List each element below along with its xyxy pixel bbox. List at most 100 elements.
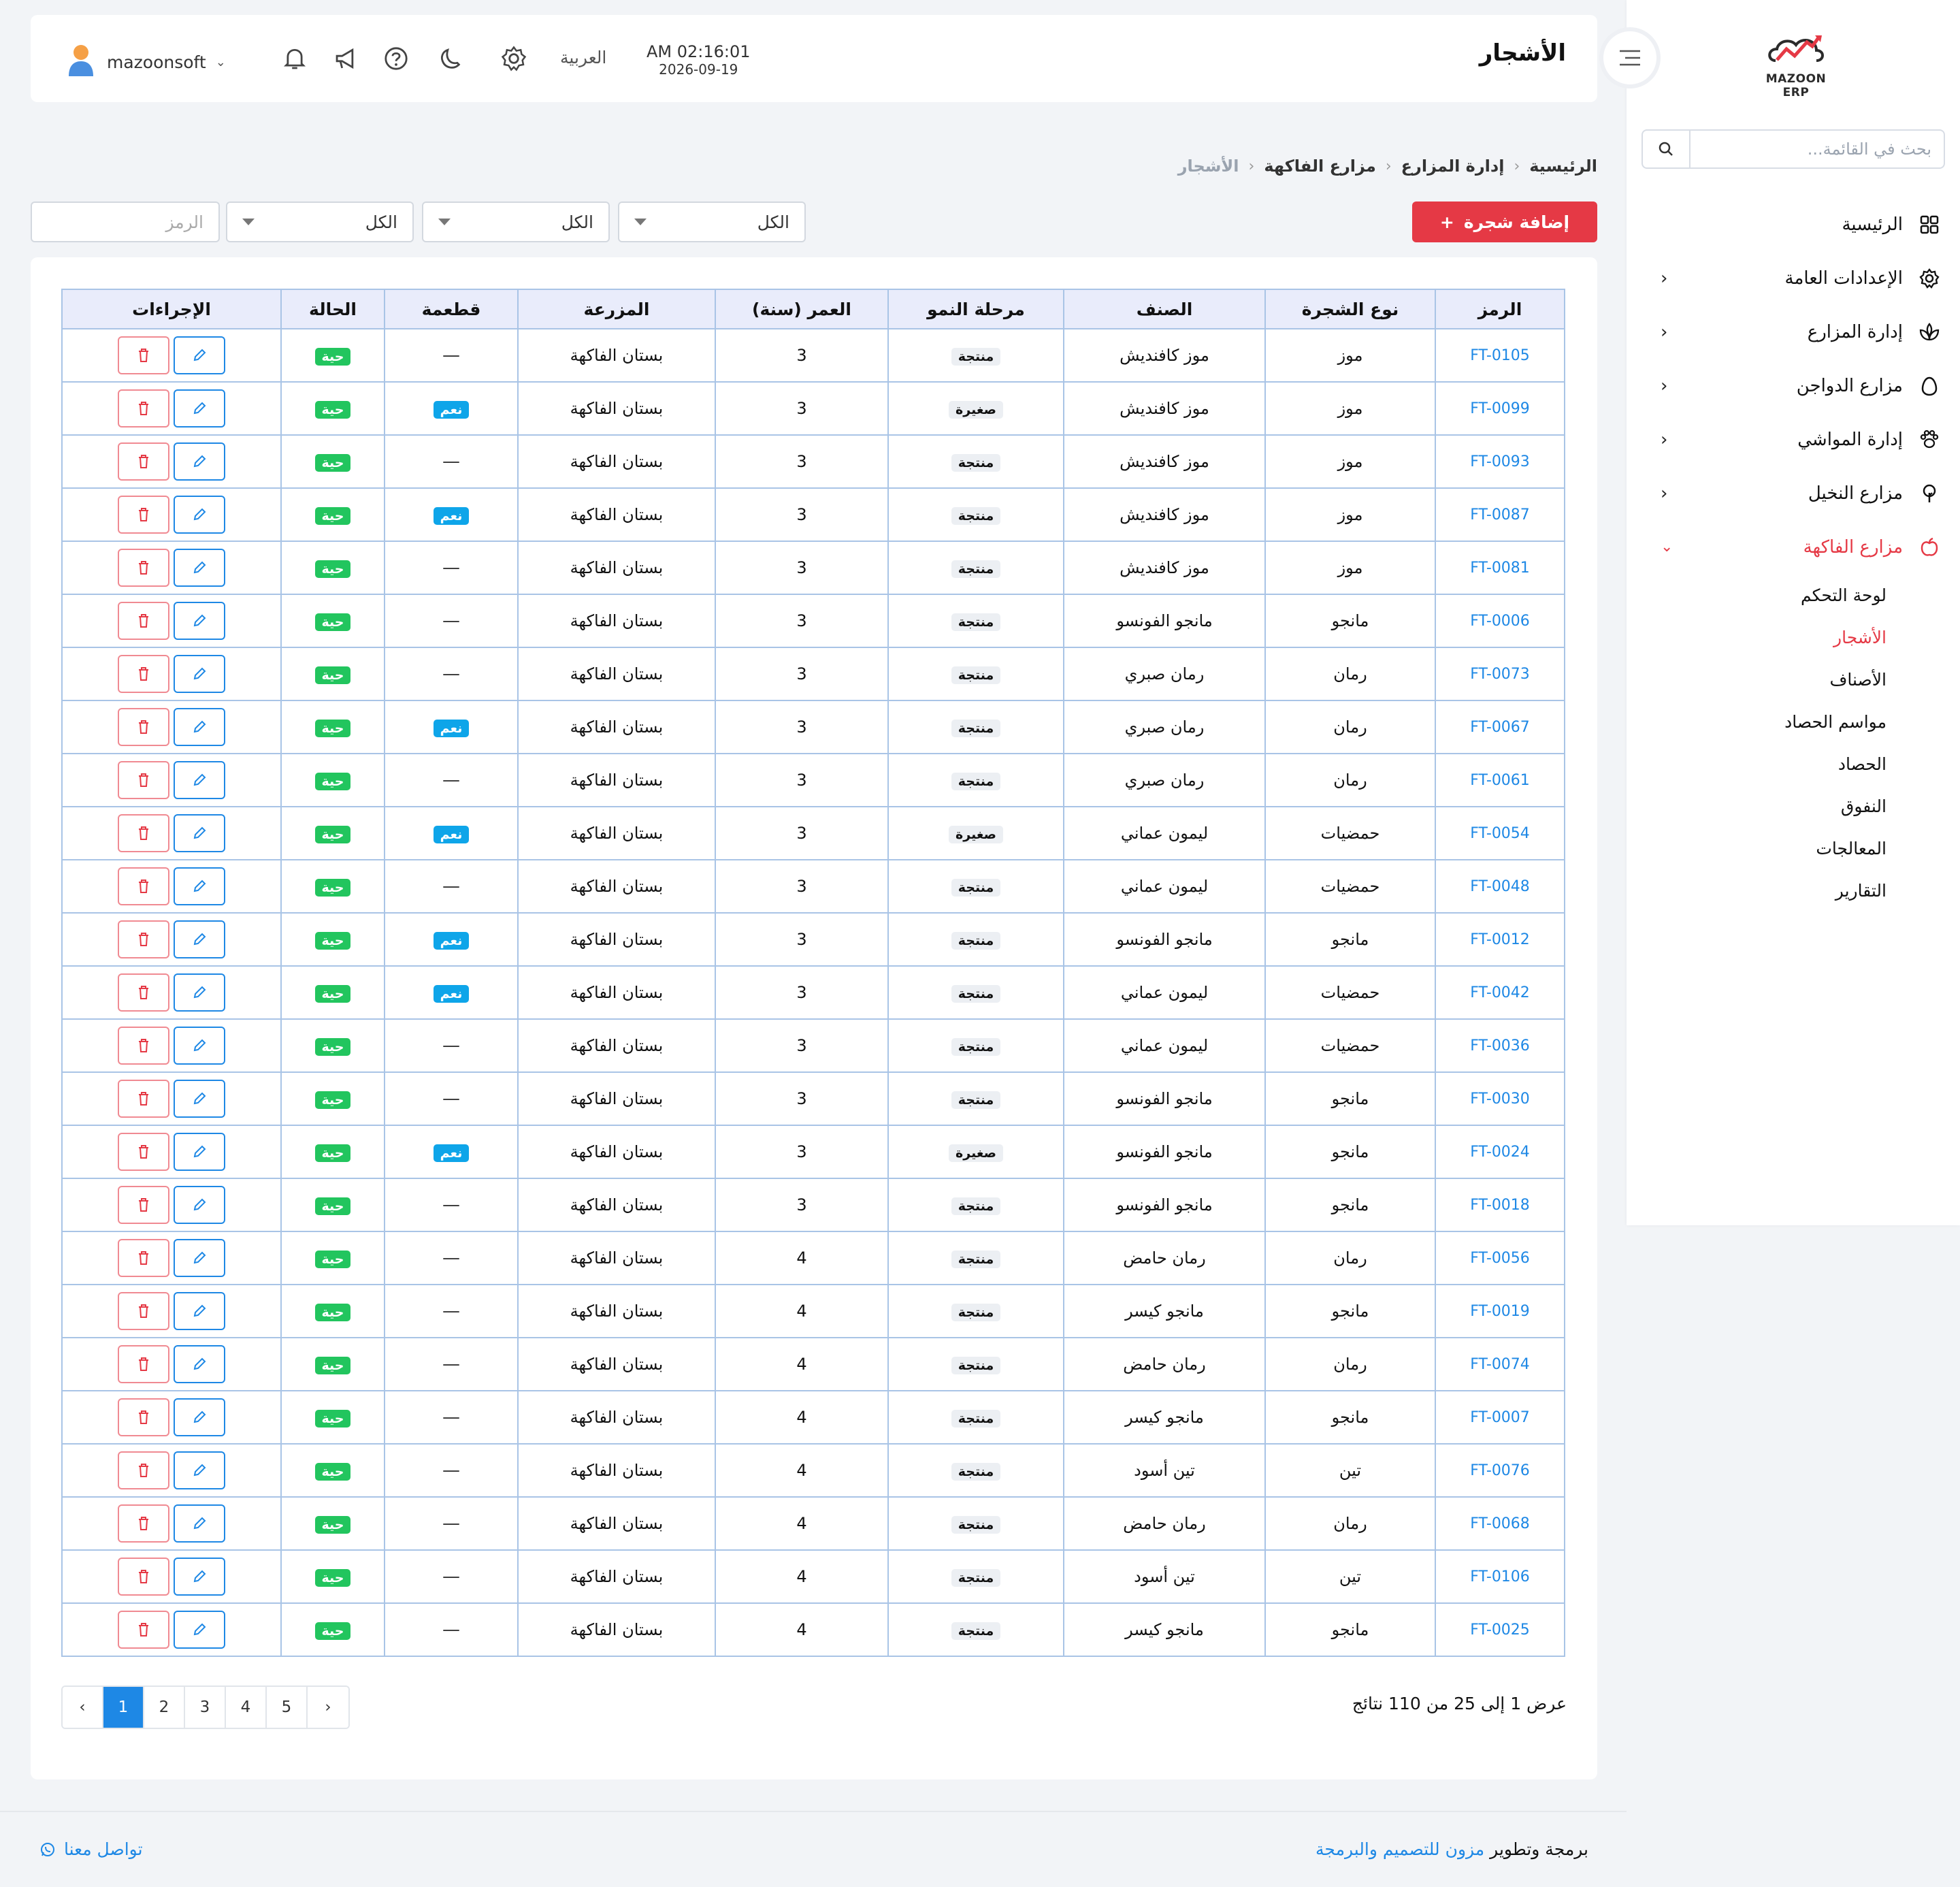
cell-code[interactable]: FT-0006 — [1435, 594, 1565, 648]
cell-code[interactable]: FT-0007 — [1435, 1390, 1565, 1445]
cell-code[interactable]: FT-0081 — [1435, 541, 1565, 595]
breadcrumb-farms[interactable]: إدارة المزارع — [1401, 157, 1505, 176]
edit-button[interactable] — [174, 708, 225, 746]
page-button[interactable]: 4 — [226, 1687, 267, 1728]
page-button[interactable]: 5 — [267, 1687, 308, 1728]
edit-button[interactable] — [174, 1558, 225, 1596]
cell-code[interactable]: FT-0074 — [1435, 1337, 1565, 1391]
delete-button[interactable] — [118, 1451, 169, 1489]
filter-select-3[interactable]: الكل — [226, 201, 414, 242]
sidebar-item-farms[interactable]: إدارة المزارع ‹ — [1627, 305, 1960, 359]
delete-button[interactable] — [118, 1504, 169, 1543]
cell-code[interactable]: FT-0068 — [1435, 1496, 1565, 1551]
dark-mode-button[interactable] — [435, 42, 468, 75]
breadcrumb-home[interactable]: الرئيسية — [1529, 157, 1597, 176]
sidebar-search-input[interactable] — [1690, 131, 1944, 167]
delete-button[interactable] — [118, 442, 169, 481]
cell-code[interactable]: FT-0093 — [1435, 434, 1565, 489]
edit-button[interactable] — [174, 389, 225, 428]
edit-button[interactable] — [174, 1239, 225, 1277]
edit-button[interactable] — [174, 761, 225, 799]
sidebar-item-poultry[interactable]: مزارع الدواجن ‹ — [1627, 359, 1960, 413]
brand-logo[interactable]: MAZOON ERP — [1752, 30, 1840, 99]
edit-button[interactable] — [174, 1027, 225, 1065]
delete-button[interactable] — [118, 1611, 169, 1649]
edit-button[interactable] — [174, 655, 225, 693]
submenu-dashboard[interactable]: لوحة التحكم — [1800, 585, 1886, 605]
delete-button[interactable] — [118, 336, 169, 374]
sidebar-item-livestock[interactable]: إدارة المواشي ‹ — [1627, 413, 1960, 466]
cell-code[interactable]: FT-0067 — [1435, 700, 1565, 754]
delete-button[interactable] — [118, 708, 169, 746]
cell-code[interactable]: FT-0061 — [1435, 753, 1565, 807]
cell-code[interactable]: FT-0012 — [1435, 912, 1565, 967]
delete-button[interactable] — [118, 867, 169, 905]
delete-button[interactable] — [118, 602, 169, 640]
page-button[interactable]: 2 — [144, 1687, 185, 1728]
submenu-harvest[interactable]: الحصاد — [1838, 754, 1886, 774]
edit-button[interactable] — [174, 602, 225, 640]
cell-code[interactable]: FT-0073 — [1435, 647, 1565, 701]
announcements-button[interactable] — [330, 42, 363, 75]
delete-button[interactable] — [118, 814, 169, 852]
edit-button[interactable] — [174, 1292, 225, 1330]
edit-button[interactable] — [174, 442, 225, 481]
prev-page-button[interactable]: ‹ — [63, 1687, 103, 1728]
edit-button[interactable] — [174, 336, 225, 374]
cell-code[interactable]: FT-0018 — [1435, 1178, 1565, 1232]
sidebar-item-general-settings[interactable]: الإعدادات العامة ‹ — [1627, 251, 1960, 305]
edit-button[interactable] — [174, 1504, 225, 1543]
edit-button[interactable] — [174, 920, 225, 958]
cell-code[interactable]: FT-0054 — [1435, 806, 1565, 860]
col-plot[interactable]: قطعمة — [384, 289, 519, 329]
edit-button[interactable] — [174, 1080, 225, 1118]
delete-button[interactable] — [118, 389, 169, 428]
cell-code[interactable]: FT-0056 — [1435, 1231, 1565, 1285]
user-menu[interactable]: ⌄ mazoonsoft — [65, 42, 226, 82]
page-button[interactable]: 1 — [103, 1687, 144, 1728]
edit-button[interactable] — [174, 973, 225, 1012]
submenu-treatments[interactable]: المعالجات — [1816, 838, 1886, 858]
cell-code[interactable]: FT-0106 — [1435, 1549, 1565, 1604]
col-code[interactable]: الرمز — [1435, 289, 1565, 329]
submenu-harvest-seasons[interactable]: مواسم الحصاد — [1784, 711, 1886, 732]
footer-credit-link[interactable]: مزون للتصميم والبرمجة — [1316, 1839, 1485, 1859]
delete-button[interactable] — [118, 761, 169, 799]
notifications-button[interactable] — [278, 42, 311, 75]
filter-select-1[interactable]: الكل — [618, 201, 806, 242]
edit-button[interactable] — [174, 1398, 225, 1436]
col-farm[interactable]: المزرعة — [517, 289, 716, 329]
delete-button[interactable] — [118, 655, 169, 693]
settings-button[interactable] — [497, 42, 530, 75]
sidebar-item-palm[interactable]: مزارع النخيل ‹ — [1627, 466, 1960, 520]
delete-button[interactable] — [118, 1027, 169, 1065]
col-status[interactable]: الحالة — [280, 289, 385, 329]
cell-code[interactable]: FT-0024 — [1435, 1125, 1565, 1179]
edit-button[interactable] — [174, 496, 225, 534]
cell-code[interactable]: FT-0105 — [1435, 328, 1565, 383]
edit-button[interactable] — [174, 1186, 225, 1224]
edit-button[interactable] — [174, 1345, 225, 1383]
edit-button[interactable] — [174, 1451, 225, 1489]
language-switch[interactable]: العربية — [560, 48, 607, 67]
edit-button[interactable] — [174, 867, 225, 905]
delete-button[interactable] — [118, 1080, 169, 1118]
search-icon[interactable] — [1643, 131, 1690, 167]
edit-button[interactable] — [174, 1611, 225, 1649]
delete-button[interactable] — [118, 549, 169, 587]
delete-button[interactable] — [118, 920, 169, 958]
cell-code[interactable]: FT-0048 — [1435, 859, 1565, 914]
delete-button[interactable] — [118, 1292, 169, 1330]
delete-button[interactable] — [118, 973, 169, 1012]
delete-button[interactable] — [118, 1133, 169, 1171]
col-tree-type[interactable]: نوع الشجرة — [1264, 289, 1436, 329]
edit-button[interactable] — [174, 549, 225, 587]
code-filter-input[interactable]: الرمز — [31, 201, 220, 242]
menu-toggle-button[interactable] — [1599, 27, 1661, 88]
col-growth-stage[interactable]: مرحلة النمو — [887, 289, 1064, 329]
breadcrumb-fruit[interactable]: مزارع الفاكهة — [1264, 157, 1376, 176]
submenu-mortality[interactable]: النفوق — [1840, 796, 1886, 816]
cell-code[interactable]: FT-0030 — [1435, 1071, 1565, 1126]
submenu-trees[interactable]: الأشجار — [1833, 627, 1886, 647]
delete-button[interactable] — [118, 1345, 169, 1383]
